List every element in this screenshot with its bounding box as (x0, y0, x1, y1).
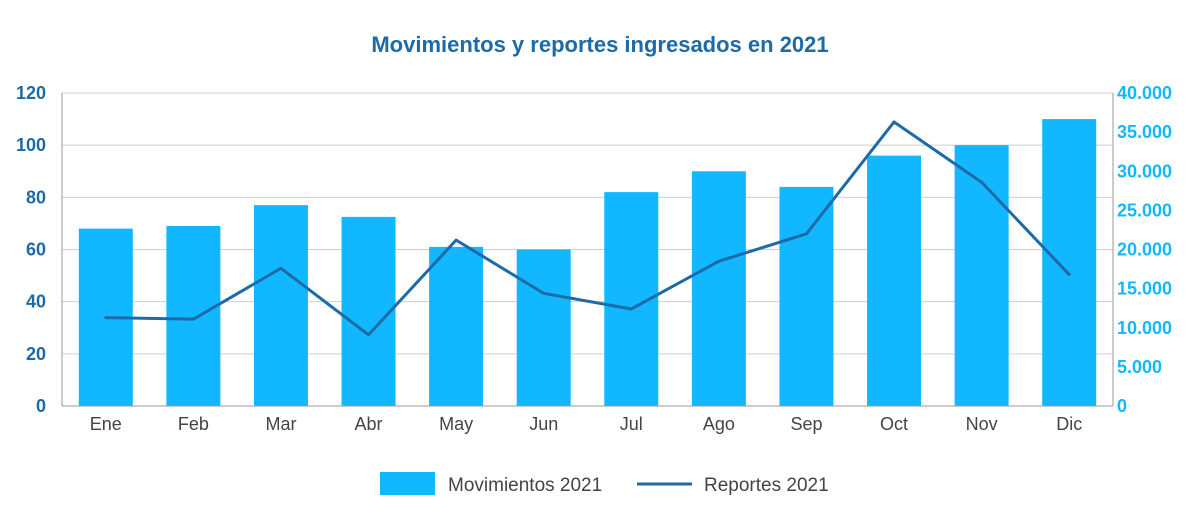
point-ene (104, 316, 108, 320)
grid-lines (62, 92, 1113, 355)
right-tick-label: 40.000 (1117, 83, 1172, 103)
x-tick-label: Ago (703, 414, 735, 434)
axes (61, 93, 1114, 407)
point-abr (367, 333, 371, 337)
left-tick-label: 60 (26, 240, 46, 260)
point-sep (804, 232, 808, 236)
point-jun (542, 291, 546, 295)
bar-feb (166, 226, 221, 406)
point-mar (279, 266, 283, 270)
x-tick-label: Abr (355, 414, 383, 434)
point-jul (629, 307, 633, 311)
left-tick-label: 20 (26, 344, 46, 364)
left-axis-ticks: 0 20 40 60 80 100 120 (16, 83, 46, 416)
x-tick-label: Oct (880, 414, 908, 434)
right-tick-label: 10.000 (1117, 318, 1172, 338)
bar-ago (691, 171, 746, 406)
right-tick-label: 15.000 (1117, 279, 1172, 299)
x-tick-label: Jul (620, 414, 643, 434)
x-tick-label: May (439, 414, 473, 434)
x-tick-label: Nov (966, 414, 998, 434)
left-tick-label: 0 (36, 396, 46, 416)
legend-label-reportes: Reportes 2021 (704, 475, 829, 496)
bar-sep (779, 186, 834, 406)
x-tick-label: Dic (1056, 414, 1082, 434)
bar-nov (954, 145, 1009, 406)
right-tick-label: 30.000 (1117, 161, 1172, 181)
left-tick-label: 80 (26, 187, 46, 207)
point-may (454, 238, 458, 242)
right-tick-label: 35.000 (1117, 122, 1172, 142)
legend-swatch-movimientos (380, 472, 435, 495)
x-tick-label: Jun (529, 414, 558, 434)
bar-dic (1042, 119, 1097, 406)
point-dic (1067, 273, 1071, 277)
point-oct (892, 120, 896, 124)
point-ago (717, 259, 721, 263)
bar-series (78, 119, 1097, 406)
x-tick-label: Feb (178, 414, 209, 434)
right-tick-label: 25.000 (1117, 200, 1172, 220)
legend-label-movimientos: Movimientos 2021 (448, 475, 602, 496)
x-tick-label: Sep (790, 414, 822, 434)
point-feb (191, 317, 195, 321)
chart-title: Movimientos y reportes ingresados en 202… (371, 32, 828, 57)
point-nov (980, 180, 984, 184)
legend: Movimientos 2021 Reportes 2021 (380, 472, 829, 496)
bar-abr (341, 216, 396, 406)
bar-may (429, 246, 484, 406)
left-tick-label: 100 (16, 135, 46, 155)
line-series (104, 120, 1071, 337)
bar-jun (516, 249, 571, 406)
bar-oct (867, 155, 922, 406)
right-tick-label: 5.000 (1117, 357, 1162, 377)
right-tick-label: 20.000 (1117, 240, 1172, 260)
line-reportes (105, 120, 1071, 337)
right-axis-ticks: 0 5.000 10.000 15.000 20.000 25.000 30.000 35.0… (1117, 83, 1172, 416)
x-axis-ticks: Ene Feb Mar Abr May Jun Jul Ago Sep Oct Nov Dic (90, 414, 1082, 434)
left-tick-label: 40 (26, 292, 46, 312)
x-tick-label: Ene (90, 414, 122, 434)
x-tick-label: Mar (265, 414, 296, 434)
right-tick-label: 0 (1117, 396, 1127, 416)
bar-mar (253, 205, 308, 406)
left-tick-label: 120 (16, 83, 46, 103)
